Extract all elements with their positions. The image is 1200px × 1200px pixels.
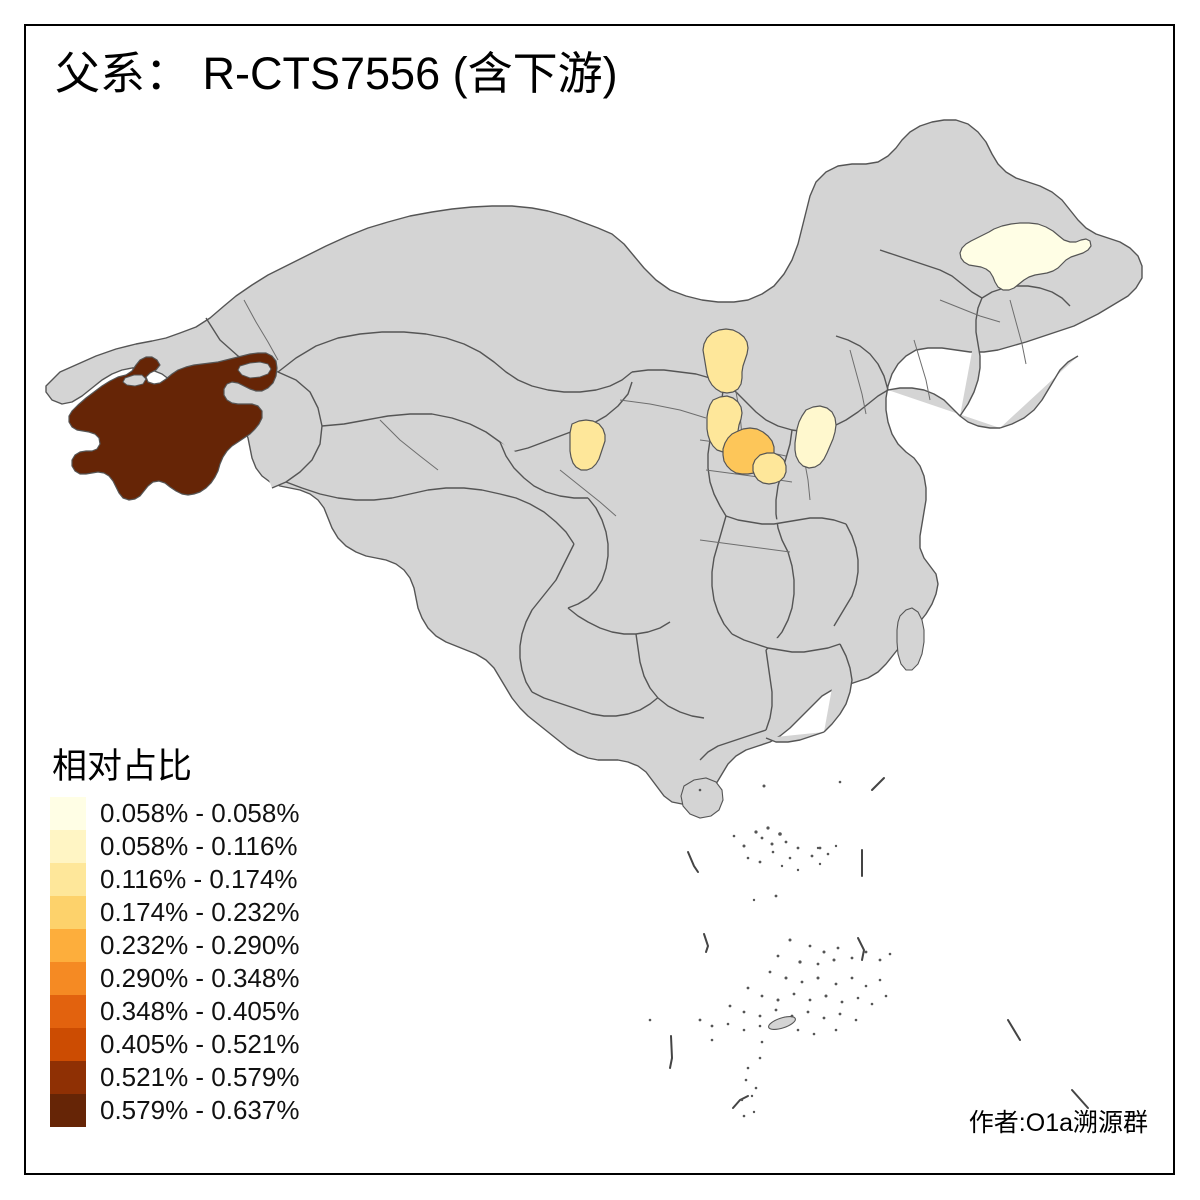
legend-swatch — [50, 1060, 86, 1094]
legend-row: 0.405% - 0.521% — [50, 1027, 300, 1061]
legend-label: 0.579% - 0.637% — [100, 1095, 300, 1125]
province-boundaries — [205, 249, 1079, 761]
legend-row: 0.290% - 0.348% — [50, 961, 300, 995]
region-hulunbuir-inner-mongolia — [959, 222, 1092, 291]
south-china-sea-islets — [648, 780, 892, 1118]
legend: 相对占比 0.058% - 0.058% 0.058% - 0.116% 0.1… — [50, 747, 300, 1127]
map-title: 父系： R-CTS7556 (含下游) — [55, 48, 618, 99]
legend-row: 0.058% - 0.116% — [50, 829, 299, 863]
legend-row: 0.579% - 0.637% — [50, 1093, 300, 1127]
legend-swatch — [50, 928, 86, 962]
region-haidong-qinghai — [569, 419, 606, 471]
legend-swatch — [50, 1027, 86, 1061]
legend-swatch — [50, 994, 86, 1028]
legend-label: 0.116% - 0.174% — [100, 864, 298, 894]
legend-label: 0.405% - 0.521% — [100, 1029, 300, 1059]
legend-label: 0.058% - 0.058% — [100, 798, 300, 828]
legend-swatch — [50, 862, 86, 896]
legend-swatch — [50, 1093, 86, 1127]
legend-swatch — [50, 829, 86, 863]
legend-swatch — [50, 895, 86, 929]
legend-label: 0.058% - 0.116% — [100, 831, 298, 861]
author-credit: 作者:O1a溯源群 — [968, 1109, 1148, 1137]
legend-label: 0.232% - 0.290% — [100, 930, 300, 960]
islands — [680, 607, 925, 1030]
legend-label: 0.290% - 0.348% — [100, 963, 300, 993]
legend-title: 相对占比 — [52, 747, 193, 786]
legend-row: 0.521% - 0.579% — [50, 1060, 300, 1094]
legend-row: 0.116% - 0.174% — [50, 862, 299, 896]
region-kashgar-kizilsu-xinjiang — [68, 352, 278, 501]
region-yulin-shaanxi — [702, 328, 749, 394]
legend-row: 0.232% - 0.290% — [50, 928, 300, 962]
region-lvliang-shanxi — [794, 405, 837, 469]
legend-label: 0.348% - 0.405% — [100, 996, 300, 1026]
legend-swatch — [50, 961, 86, 995]
region-pingliang-gansu — [752, 452, 787, 485]
nine-dash-line — [669, 777, 1089, 1109]
legend-label: 0.174% - 0.232% — [100, 897, 300, 927]
legend-swatch — [50, 796, 86, 830]
legend-row: 0.348% - 0.405% — [50, 994, 300, 1028]
legend-label: 0.521% - 0.579% — [100, 1062, 300, 1092]
legend-row: 0.058% - 0.058% — [50, 796, 300, 830]
legend-row: 0.174% - 0.232% — [50, 895, 300, 929]
